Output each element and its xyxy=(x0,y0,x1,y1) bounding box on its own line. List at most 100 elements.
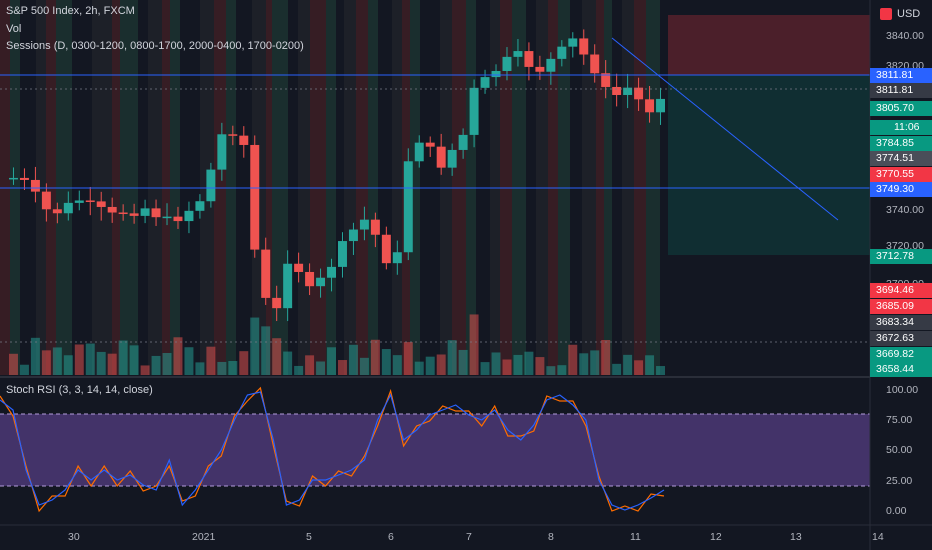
candle-body xyxy=(601,73,611,87)
time-label: 12 xyxy=(710,531,722,543)
volume-bar xyxy=(403,342,413,375)
price-tag: 3712.78 xyxy=(870,249,932,264)
volume-bar xyxy=(458,349,468,375)
volume-bar xyxy=(370,339,380,375)
stoch-tick-label: 100.00 xyxy=(886,384,919,396)
candle-body xyxy=(184,210,194,222)
candle-body xyxy=(195,201,205,211)
candle-body xyxy=(645,99,655,113)
volume-bar xyxy=(634,360,644,375)
time-label: 6 xyxy=(388,531,394,543)
candle-body xyxy=(546,58,556,72)
price-tag: 3672.63 xyxy=(870,331,932,346)
candle-body xyxy=(392,252,402,264)
candle-body xyxy=(305,271,315,287)
stop-zone xyxy=(668,15,870,75)
candle-body xyxy=(502,56,512,71)
price-tag: 3669.82 xyxy=(870,347,932,362)
candle-body xyxy=(491,70,501,78)
sessions-indicator-label[interactable]: Sessions (D, 0300-1200, 0800-1700, 2000-… xyxy=(6,40,304,52)
volume-bar xyxy=(239,351,249,375)
volume-bar xyxy=(173,337,183,375)
volume-bar xyxy=(316,361,326,375)
time-label: 13 xyxy=(790,531,802,543)
candle-body xyxy=(162,216,172,219)
volume-indicator-label[interactable]: Vol xyxy=(6,23,22,35)
time-label: 8 xyxy=(548,531,554,543)
volume-bar xyxy=(524,351,534,375)
time-label: 5 xyxy=(306,531,312,543)
volume-bar xyxy=(590,350,600,375)
candle-body xyxy=(228,134,238,136)
candle-body xyxy=(359,219,369,230)
candle-body xyxy=(30,179,40,192)
candle-body xyxy=(96,201,106,207)
volume-bar xyxy=(414,361,424,375)
volume-bar xyxy=(74,344,84,375)
volume-bar xyxy=(30,337,40,375)
volume-bar xyxy=(195,362,205,375)
volume-bar xyxy=(162,352,172,375)
volume-bar xyxy=(305,355,315,375)
volume-bar xyxy=(338,360,347,375)
time-label: 14 xyxy=(872,531,884,543)
currency-flag-icon xyxy=(880,8,892,20)
candle-body xyxy=(151,208,161,218)
price-tag: 3770.55 xyxy=(870,167,932,182)
candle-body xyxy=(239,135,249,145)
volume-bar xyxy=(480,362,490,375)
price-tag: 3694.46 xyxy=(870,283,932,298)
volume-bar xyxy=(348,344,358,375)
volume-bar xyxy=(129,345,139,375)
candle-body xyxy=(469,87,479,135)
candle-body xyxy=(140,208,150,216)
volume-bar xyxy=(381,349,391,375)
candle-body xyxy=(634,87,644,100)
candle-body xyxy=(513,51,523,57)
volume-bar xyxy=(327,347,336,375)
candle-body xyxy=(458,134,468,150)
stoch-tick-label: 25.00 xyxy=(886,475,913,487)
volume-bar xyxy=(184,347,194,375)
candle-body xyxy=(656,98,665,113)
volume-bar xyxy=(579,353,589,375)
symbol-title[interactable]: S&P 500 Index, 2h, FXCM xyxy=(6,5,135,17)
candle-body xyxy=(261,249,271,298)
candle-body xyxy=(535,66,545,72)
volume-bar xyxy=(656,366,665,375)
candle-body xyxy=(348,229,358,242)
volume-bar xyxy=(359,357,369,375)
volume-bar xyxy=(19,364,29,375)
candle-body xyxy=(294,263,304,272)
volume-bar xyxy=(96,351,106,375)
stoch-band xyxy=(0,414,870,486)
candle-body xyxy=(173,216,183,222)
trend-line xyxy=(611,37,839,221)
candle-body xyxy=(63,202,73,214)
price-tag: 3811.81 xyxy=(870,68,932,83)
candle-body xyxy=(403,161,413,253)
currency-button[interactable]: USD xyxy=(880,5,920,23)
stoch-tick-label: 0.00 xyxy=(886,505,907,517)
price-tag: 3784.85 xyxy=(870,136,932,151)
candle-body xyxy=(447,149,457,168)
candle-body xyxy=(316,277,326,287)
candle-body xyxy=(283,263,293,309)
volume-bar xyxy=(557,365,567,375)
candle-body xyxy=(381,234,391,264)
price-tag: 3658.44 xyxy=(870,362,932,377)
volume-bar xyxy=(41,350,51,375)
time-label: 2021 xyxy=(192,531,216,543)
volume-bar xyxy=(447,340,457,375)
volume-bar xyxy=(151,355,161,375)
volume-bar xyxy=(261,326,271,375)
stoch-tick-label: 50.00 xyxy=(886,444,913,456)
volume-bar xyxy=(107,353,117,375)
candle-body xyxy=(327,266,336,278)
volume-bar xyxy=(436,354,446,375)
stoch-rsi-label[interactable]: Stoch RSI (3, 3, 14, 14, close) xyxy=(6,384,153,396)
volume-bar xyxy=(206,346,216,375)
volume-bar xyxy=(425,356,435,375)
volume-bar xyxy=(250,317,260,375)
